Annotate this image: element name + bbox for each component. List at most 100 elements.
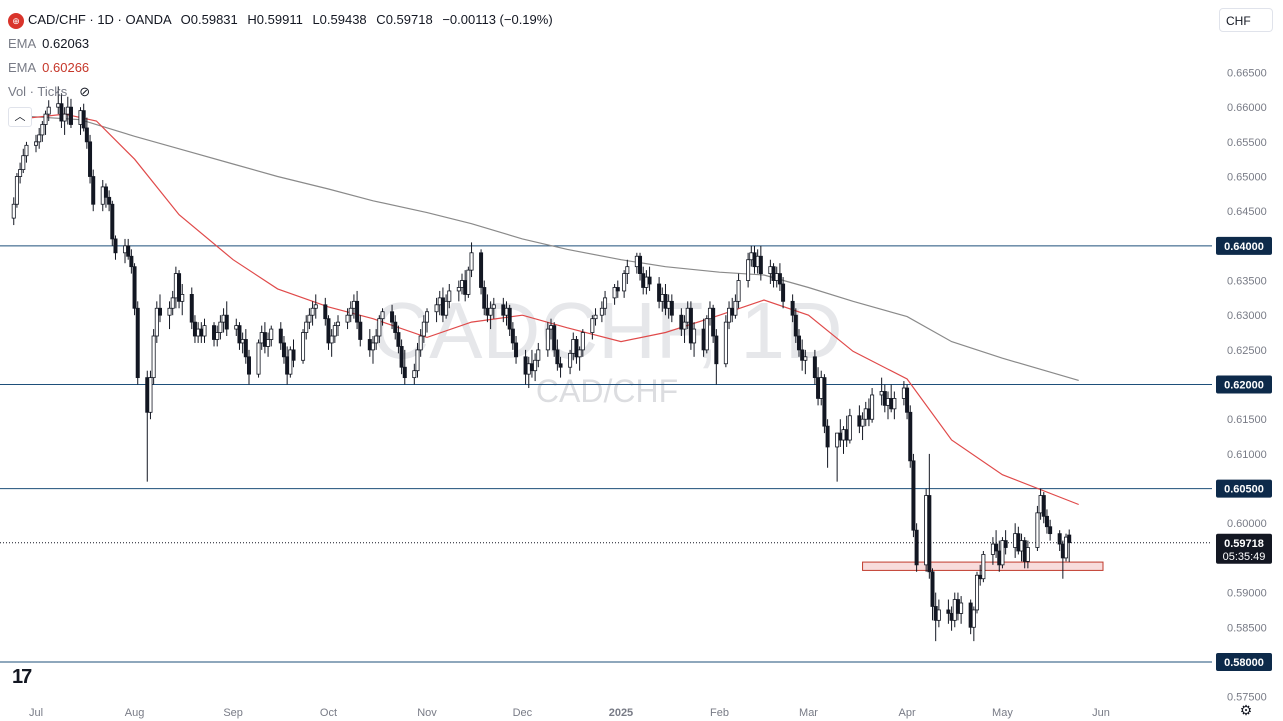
candle-body — [590, 318, 595, 333]
candle-body — [1057, 533, 1062, 545]
candle — [135, 301, 140, 385]
price-tick-label: 0.66500 — [1227, 67, 1267, 79]
candle — [1064, 533, 1069, 562]
candle — [711, 304, 716, 343]
candle — [819, 370, 824, 406]
candle — [402, 349, 407, 385]
level-price-label: 0.58000 — [1224, 657, 1264, 669]
candle-body — [1067, 534, 1072, 544]
candle-body — [638, 255, 643, 275]
symbol-row[interactable]: ⊕ CAD/CHF · 1D · OANDA O0.59831 H0.59911 … — [8, 8, 553, 32]
candle-body — [990, 543, 995, 555]
candle — [88, 134, 93, 184]
time-axis[interactable]: Jul Aug Sep Oct Nov Dec 2025 Feb Mar Apr May Jun — [29, 707, 1110, 719]
candle — [212, 322, 217, 347]
ema-lines — [13, 113, 1079, 506]
candle — [749, 245, 754, 267]
settings-icon[interactable]: ⚙ — [1239, 702, 1253, 718]
candle — [11, 197, 16, 226]
collapse-legend-button[interactable]: ︿ — [8, 107, 32, 127]
candle-body — [135, 307, 140, 379]
candle — [612, 284, 617, 305]
candle — [18, 162, 23, 184]
price-tick-label: 0.65000 — [1227, 172, 1267, 184]
candle — [1016, 526, 1021, 555]
candle — [81, 103, 86, 132]
candle-body — [100, 186, 105, 205]
candle-body — [1048, 526, 1053, 535]
candle — [103, 183, 108, 208]
candle — [291, 339, 296, 368]
candle — [847, 408, 852, 444]
candle — [482, 280, 487, 316]
candle — [590, 315, 595, 340]
candle — [835, 432, 840, 482]
candle — [752, 245, 757, 274]
ema-slow-line — [13, 114, 1079, 381]
candle — [466, 266, 471, 298]
candle — [1048, 519, 1053, 541]
candle-body — [393, 321, 398, 333]
candle-body — [577, 349, 582, 358]
candle-body — [933, 606, 938, 621]
candle-body — [704, 318, 709, 351]
candle — [100, 179, 105, 212]
candle-body — [752, 252, 757, 268]
candle-body — [603, 297, 608, 309]
candle-body — [256, 342, 261, 375]
candle-body — [777, 273, 782, 285]
candle-body — [218, 321, 223, 333]
candle-body — [107, 196, 112, 205]
candle-body — [418, 335, 423, 351]
candle — [154, 301, 159, 343]
candle-body — [711, 307, 716, 337]
candle-body — [285, 356, 290, 375]
candle — [145, 370, 150, 482]
candle-body — [243, 339, 248, 358]
candle — [723, 315, 728, 368]
candle-body — [949, 612, 954, 621]
candle — [822, 374, 827, 434]
candle-body — [599, 307, 604, 316]
close-value: 0.59718 — [385, 12, 433, 27]
candle-body — [396, 332, 401, 347]
indicator-ema-fast[interactable]: EMA 0.60266 — [8, 56, 553, 80]
indicator-ema-slow[interactable]: EMA 0.62063 — [8, 32, 553, 56]
candle — [43, 110, 48, 135]
indicator-volume[interactable]: Vol · Ticks ⊘ — [8, 80, 553, 104]
candle-body — [736, 280, 741, 302]
eye-hidden-icon[interactable]: ⊘ — [79, 84, 91, 99]
candle-body — [370, 342, 375, 351]
candle-body — [593, 314, 598, 320]
candle-body — [40, 124, 45, 136]
candle — [40, 121, 45, 142]
candle — [1019, 533, 1024, 562]
candle — [622, 270, 627, 298]
candle-body — [927, 495, 932, 573]
candle-body — [59, 103, 64, 122]
candle-body — [126, 245, 131, 257]
candle — [192, 315, 197, 343]
candle-body — [529, 363, 534, 372]
candle-body — [447, 290, 452, 302]
candle-body — [800, 349, 805, 361]
candle-body — [278, 328, 283, 344]
horizontal-levels[interactable] — [0, 245, 1212, 663]
candle-body — [390, 311, 395, 323]
time-tick-label: Mar — [799, 707, 818, 719]
candle — [281, 336, 286, 364]
candle-body — [377, 318, 382, 337]
candle — [396, 325, 401, 354]
candle-body — [533, 359, 538, 372]
tradingview-logo[interactable]: 17 — [12, 666, 32, 688]
candle-body — [288, 349, 293, 375]
candle — [781, 277, 786, 309]
candle — [911, 453, 916, 538]
currency-selector[interactable]: CHF — [1219, 8, 1273, 32]
symbol-title[interactable]: CAD/CHF · 1D · OANDA — [28, 12, 172, 27]
candle — [889, 384, 894, 413]
candle — [332, 322, 337, 343]
candle-body — [1060, 543, 1065, 559]
close-label: C — [376, 12, 386, 27]
